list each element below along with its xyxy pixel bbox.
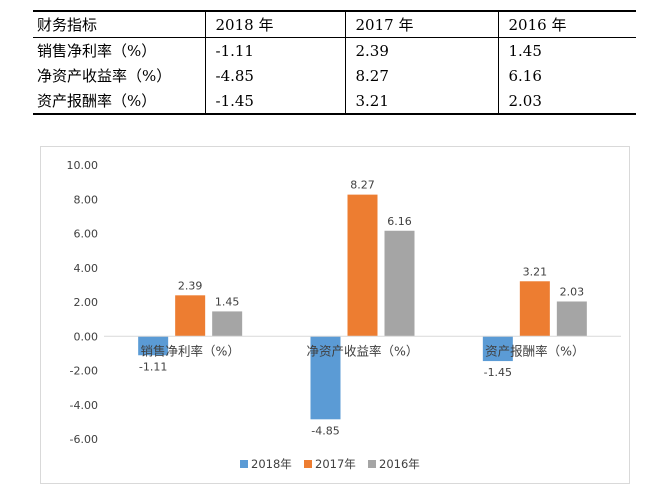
table-cell: 6.16: [497, 63, 636, 88]
financial-indicator-table: 财务指标 2018 年 2017 年 2016 年 销售净利率（%） -1.11…: [33, 10, 636, 115]
bar-value-label: -1.11: [139, 360, 167, 373]
table-cell: 2.03: [497, 88, 636, 115]
bar-2016年-1: [384, 230, 415, 337]
x-category-label: 资产报酬率（%）: [485, 343, 584, 358]
bar-2018年-0: [138, 336, 169, 356]
legend-swatch: [368, 460, 376, 468]
table-header-cell: 2017 年: [344, 10, 498, 38]
table-cell: -4.85: [204, 63, 345, 88]
bar-2017年-2: [519, 281, 550, 337]
table-header-row: 财务指标 2018 年 2017 年 2016 年: [33, 10, 636, 38]
y-tick-label: 0.00: [74, 330, 99, 343]
table-cell: 1.45: [497, 37, 636, 63]
legend-swatch: [304, 460, 312, 468]
bar-value-label: 3.21: [523, 265, 548, 278]
x-category-label: 销售净利率（%）: [140, 343, 239, 358]
bar-value-label: -1.45: [484, 366, 512, 379]
y-tick-label: 2.00: [74, 296, 99, 309]
bar-2016年-2: [556, 301, 587, 337]
y-tick-label: -2.00: [70, 365, 98, 378]
bar-chart: -6.00 -4.00 -2.00 0.00 2.00 4.00 6.00 8.00 10.00…: [67, 159, 621, 471]
table-cell: 2.39: [344, 37, 498, 63]
y-tick-label: 6.00: [74, 228, 99, 241]
bar-value-label: 6.16: [387, 215, 412, 228]
table-row: 净资产收益率（%） -4.85 8.27 6.16: [33, 63, 636, 88]
table-header-cell: 2018 年: [204, 10, 345, 38]
table-cell: 销售净利率（%）: [37, 42, 157, 60]
bar-2018年-1: [310, 336, 341, 420]
y-tick-label: 10.00: [67, 159, 99, 172]
legend-swatch: [240, 460, 248, 468]
table-header-cell: 财务指标: [33, 10, 205, 38]
table-row: 资产报酬率（%） -1.45 3.21 2.03: [33, 88, 636, 115]
legend-label: 2016年: [379, 457, 420, 471]
legend-label: 2018年: [251, 457, 292, 471]
y-tick-label: 8.00: [74, 193, 99, 206]
bar-value-label: 2.39: [178, 279, 203, 292]
table-cell: 3.21: [344, 88, 498, 115]
y-tick-label: -6.00: [70, 433, 98, 446]
bar-2017年-1: [347, 194, 378, 337]
table-cell: 净资产收益率（%）: [37, 67, 172, 85]
bar-value-label: 1.45: [215, 295, 240, 308]
bar-value-label: -4.85: [311, 424, 339, 437]
table-cell: -1.45: [204, 88, 345, 115]
table-header-cell: 2016 年: [497, 10, 636, 38]
bar-2017年-0: [175, 295, 206, 337]
legend-label: 2017年: [315, 457, 356, 471]
y-tick-label: -4.00: [70, 399, 98, 412]
bar-value-label: 2.03: [560, 285, 585, 298]
table-cell: -1.11: [204, 37, 345, 63]
table-cell: 资产报酬率（%）: [33, 88, 205, 115]
bar-value-label: 8.27: [350, 179, 375, 192]
x-category-label: 净资产收益率（%）: [307, 343, 419, 358]
chart-container: -6.00 -4.00 -2.00 0.00 2.00 4.00 6.00 8.00 10.00…: [40, 146, 630, 484]
bar-2016年-0: [212, 311, 243, 337]
table-cell: 8.27: [344, 63, 498, 88]
bar-2018年-2: [482, 336, 513, 362]
table-row: 销售净利率（%） -1.11 2.39 1.45: [33, 37, 636, 63]
y-tick-label: 4.00: [74, 262, 99, 275]
